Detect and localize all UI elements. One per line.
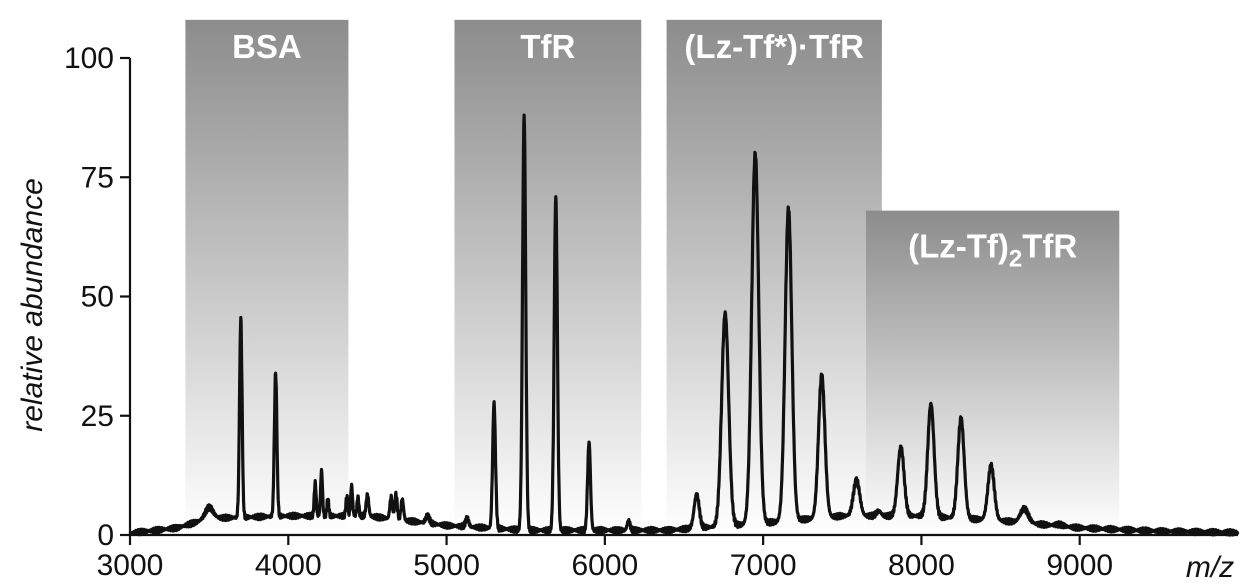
region-label-3: (Lz-Tf)2TfR [908,228,1077,273]
peak-point-9 [366,493,369,496]
peak-point-29 [959,416,963,420]
region-label-0: BSA [232,28,302,65]
peak-point-31 [1023,507,1026,510]
peak-point-7 [350,483,353,487]
x-tick-label-4000: 4000 [255,549,322,582]
peak-point-20 [695,493,698,496]
peak-point-17 [554,195,557,198]
peak-point-3 [313,481,317,484]
x-tick-label-8000: 8000 [888,549,955,582]
y-tick-label-25: 25 [81,400,114,433]
peak-point-18 [587,440,591,444]
peak-point-16 [522,114,526,117]
region-label-1: TfR [520,28,575,65]
y-axis-title: relative abundance [16,178,49,432]
y-tick-label-75: 75 [81,161,114,194]
y-tick-label-100: 100 [64,42,114,75]
peak-point-1 [239,316,242,320]
peak-point-23 [787,207,790,210]
peak-point-4 [320,469,323,472]
peak-point-32 [1057,523,1061,526]
peak-point-21 [723,311,727,315]
highlight-regions: BSA TfR (Lz-Tf*)·TfR (Lz-Tf)2TfR [185,19,1120,535]
x-tick-label-5000: 5000 [413,549,480,582]
y-tick-label-50: 50 [81,281,114,314]
peak-point-28 [929,402,933,406]
region-band-2 [666,19,882,535]
peak-point-5 [326,498,330,501]
peak-point-11 [394,493,398,496]
peak-point-12 [401,498,404,501]
peak-point-14 [465,517,469,520]
peak-point-22 [754,152,757,155]
spectrum-series [128,113,1240,537]
x-tick-label-6000: 6000 [571,549,638,582]
spectrum-line [128,113,1240,537]
axes: 0 25 50 75 100 3000 4000 5000 6000 7000 8000 9000 [64,42,1238,582]
region-band-1 [454,19,642,535]
region-label-2: (Lz-Tf*)·TfR [684,28,864,65]
peak-point-27 [899,445,903,448]
peak-point-0 [207,506,211,509]
peak-point-13 [426,514,429,518]
x-axis-title: m/z [1186,551,1234,584]
peak-point-6 [345,495,349,499]
peak-point-19 [627,519,630,522]
peak-point-15 [492,402,496,406]
peak-point-25 [855,478,858,482]
x-tick-label-3000: 3000 [97,549,164,582]
peak-point-26 [877,509,880,513]
x-tick-label-7000: 7000 [730,549,797,582]
peak-point-2 [274,371,277,375]
y-tick-label-0: 0 [97,519,114,552]
peak-point-30 [989,464,993,468]
peak-point-24 [820,374,823,377]
peak-point-8 [356,495,360,499]
x-tick-label-9000: 9000 [1046,549,1113,582]
peak-point-10 [389,495,393,499]
region-band-0 [185,19,349,535]
